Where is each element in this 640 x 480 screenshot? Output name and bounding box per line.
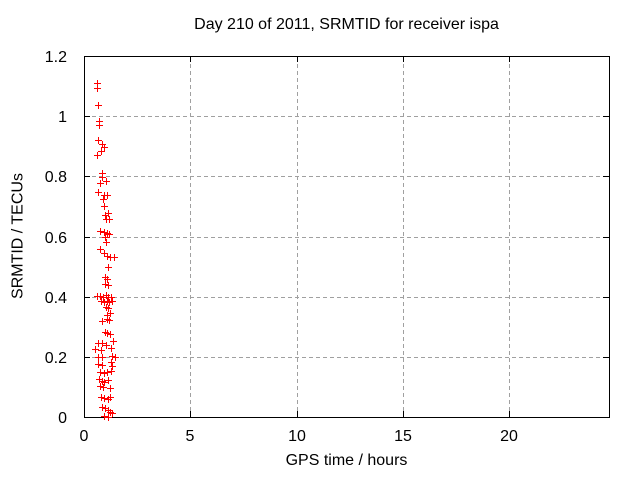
data-point (97, 293, 104, 300)
data-point (95, 102, 102, 109)
data-point (97, 246, 104, 253)
data-point (107, 394, 114, 401)
data-point (99, 362, 106, 369)
y-tick-labels: 0 0.2 0.4 0.6 0.8 1 1.2 (45, 49, 67, 427)
data-point (107, 331, 114, 338)
x-tick-label: 20 (500, 428, 518, 445)
data-point (105, 414, 112, 421)
data-point (101, 144, 108, 151)
data-point (103, 342, 110, 349)
data-point (111, 254, 118, 261)
data-point (96, 122, 103, 129)
data-point (94, 152, 101, 159)
data-point (101, 203, 108, 210)
data-point (99, 354, 106, 361)
data-point (104, 276, 111, 283)
data-point (112, 354, 119, 361)
data-point (97, 383, 104, 390)
data-point (101, 229, 108, 236)
data-point (98, 298, 105, 305)
data-point (105, 282, 112, 289)
data-point (106, 317, 113, 324)
data-point (99, 404, 106, 411)
data-point (95, 189, 102, 196)
data-point (105, 377, 112, 384)
data-point (101, 379, 108, 386)
data-point (99, 340, 106, 347)
grid-lines (85, 57, 608, 416)
y-tick-label: 0.8 (45, 169, 67, 186)
data-point (109, 353, 116, 360)
data-point (105, 305, 112, 312)
x-tick-label: 5 (186, 428, 195, 445)
data-point (109, 410, 116, 417)
data-point (108, 368, 115, 375)
data-point (97, 228, 104, 235)
data-point (101, 370, 108, 377)
y-tick-label: 0.6 (45, 230, 67, 247)
x-axis-label: GPS time / hours (285, 452, 408, 469)
data-point (94, 85, 101, 92)
data-point (99, 318, 106, 325)
data-point (98, 148, 105, 155)
x-tick-label: 0 (80, 428, 89, 445)
data-point (104, 192, 111, 199)
data-point (101, 395, 108, 402)
data-point (109, 363, 116, 370)
data-point (105, 264, 112, 271)
data-point (102, 212, 109, 219)
x-tick-labels: 0 5 10 15 20 (80, 428, 518, 445)
y-tick-label: 1.2 (45, 49, 67, 66)
data-point (104, 369, 111, 376)
data-point (106, 231, 113, 238)
data-point (95, 361, 102, 368)
data-point (108, 294, 115, 301)
data-point (98, 394, 105, 401)
data-point (101, 413, 108, 420)
data-point (108, 345, 115, 352)
data-point (108, 359, 115, 366)
chart-title: Day 210 of 2011, SRMTID for receiver isp… (194, 16, 499, 33)
data-point (102, 281, 109, 288)
data-point (97, 180, 104, 187)
y-tick-label: 1 (58, 109, 67, 126)
data-point (101, 250, 108, 257)
data-point (109, 298, 116, 305)
data-point (106, 216, 113, 223)
data-point (103, 178, 110, 185)
x-tick-label: 15 (394, 428, 412, 445)
data-point (100, 196, 107, 203)
y-tick-label: 0.2 (45, 350, 67, 367)
data-point (92, 346, 99, 353)
y-tick-label: 0 (58, 410, 67, 427)
scatter-points (92, 80, 119, 421)
data-point (102, 234, 109, 241)
data-point (104, 253, 111, 260)
data-point (99, 174, 106, 181)
data-point (103, 239, 110, 246)
data-point (97, 369, 104, 376)
data-point (106, 299, 113, 306)
data-point (110, 338, 117, 345)
data-point (107, 385, 114, 392)
data-point (95, 137, 102, 144)
y-tick-label: 0.4 (45, 290, 67, 307)
data-point (104, 330, 111, 337)
x-tick-label: 10 (288, 428, 306, 445)
tick-marks (84, 56, 609, 418)
data-point (100, 384, 107, 391)
data-point (98, 347, 105, 354)
y-axis-label: SRMTID / TECUs (9, 173, 27, 299)
